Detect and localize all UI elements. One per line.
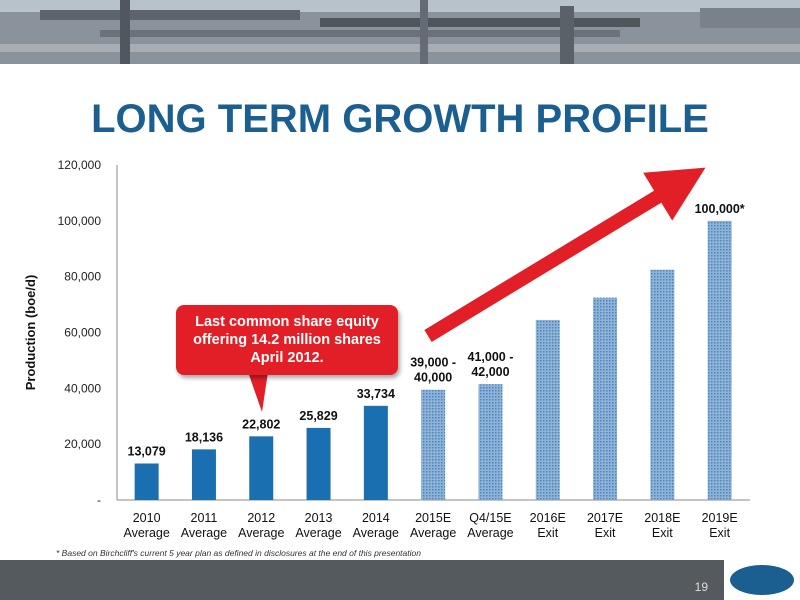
callout-text: Last common share equity offering 14.2 m… bbox=[193, 314, 381, 366]
data-label: 18,136 bbox=[185, 430, 223, 444]
y-tick-label: 80,000 bbox=[64, 270, 101, 284]
callout-pointer bbox=[248, 372, 268, 412]
y-tick-label: 120,000 bbox=[58, 158, 102, 172]
forecast-bar bbox=[593, 297, 618, 500]
data-label: 39,000 - bbox=[410, 356, 456, 370]
page-number: 19 bbox=[694, 580, 708, 594]
x-tick-label: Average bbox=[123, 526, 169, 540]
forecast-bar bbox=[478, 384, 503, 500]
footnote: * Based on Birchcliff's current 5 year p… bbox=[56, 548, 421, 558]
x-tick-label: Exit bbox=[595, 526, 616, 540]
footer-bar: 19 bbox=[0, 560, 800, 600]
x-tick-label: 2013 bbox=[305, 511, 333, 525]
x-tick-label: Q4/15E bbox=[469, 511, 511, 525]
forecast-bar bbox=[535, 319, 560, 500]
x-tick-label: Average bbox=[410, 526, 456, 540]
x-tick-label: Exit bbox=[652, 526, 673, 540]
data-label: 25,829 bbox=[299, 409, 337, 423]
data-label: 33,734 bbox=[357, 387, 395, 401]
x-tick-label: Exit bbox=[537, 526, 558, 540]
forecast-bar bbox=[650, 269, 675, 500]
x-tick-label: 2012 bbox=[247, 511, 275, 525]
logo-oval-icon bbox=[730, 565, 794, 595]
x-tick-label: 2010 bbox=[133, 511, 161, 525]
x-tick-label: 2018E bbox=[644, 511, 680, 525]
x-tick-label: 2019E bbox=[702, 511, 738, 525]
actual-bar bbox=[306, 427, 331, 500]
industrial-pipes-image bbox=[0, 0, 800, 64]
x-tick-label: 2017E bbox=[587, 511, 623, 525]
x-tick-label: Average bbox=[467, 526, 513, 540]
data-label: 22,802 bbox=[242, 417, 280, 431]
x-tick-label: 2016E bbox=[530, 511, 566, 525]
actual-bar bbox=[363, 405, 388, 500]
x-tick-label: Average bbox=[353, 526, 399, 540]
data-label: 40,000 bbox=[414, 371, 452, 385]
x-tick-label: Average bbox=[238, 526, 284, 540]
data-label: 41,000 - bbox=[468, 350, 514, 364]
actual-bar bbox=[134, 463, 159, 500]
y-axis-title: Production (boe/d) bbox=[23, 275, 38, 391]
x-tick-label: Exit bbox=[709, 526, 730, 540]
actual-bar bbox=[191, 449, 216, 500]
page-title: LONG TERM GROWTH PROFILE bbox=[91, 97, 709, 141]
y-tick-label: 100,000 bbox=[58, 214, 102, 228]
y-tick-label: 20,000 bbox=[64, 437, 101, 451]
data-label: 13,079 bbox=[128, 444, 166, 458]
header-banner-image bbox=[0, 0, 800, 64]
x-tick-label: Average bbox=[181, 526, 227, 540]
forecast-bar bbox=[421, 389, 446, 500]
growth-trend-arrow bbox=[424, 167, 706, 342]
equity-offering-callout: Last common share equity offering 14.2 m… bbox=[176, 305, 398, 375]
x-tick-label: 2014 bbox=[362, 511, 390, 525]
y-tick-label: - bbox=[97, 493, 101, 507]
x-tick-label: 2011 bbox=[191, 511, 218, 525]
y-tick-label: 40,000 bbox=[64, 381, 101, 395]
y-tick-label: 60,000 bbox=[64, 326, 101, 340]
data-label: 42,000 bbox=[471, 365, 509, 379]
actual-bar bbox=[249, 436, 274, 500]
x-tick-label: Average bbox=[295, 526, 341, 540]
data-label: 100,000* bbox=[695, 202, 745, 216]
x-tick-label: 2015E bbox=[415, 511, 451, 525]
company-logo bbox=[724, 560, 800, 600]
forecast-bar bbox=[707, 220, 732, 501]
